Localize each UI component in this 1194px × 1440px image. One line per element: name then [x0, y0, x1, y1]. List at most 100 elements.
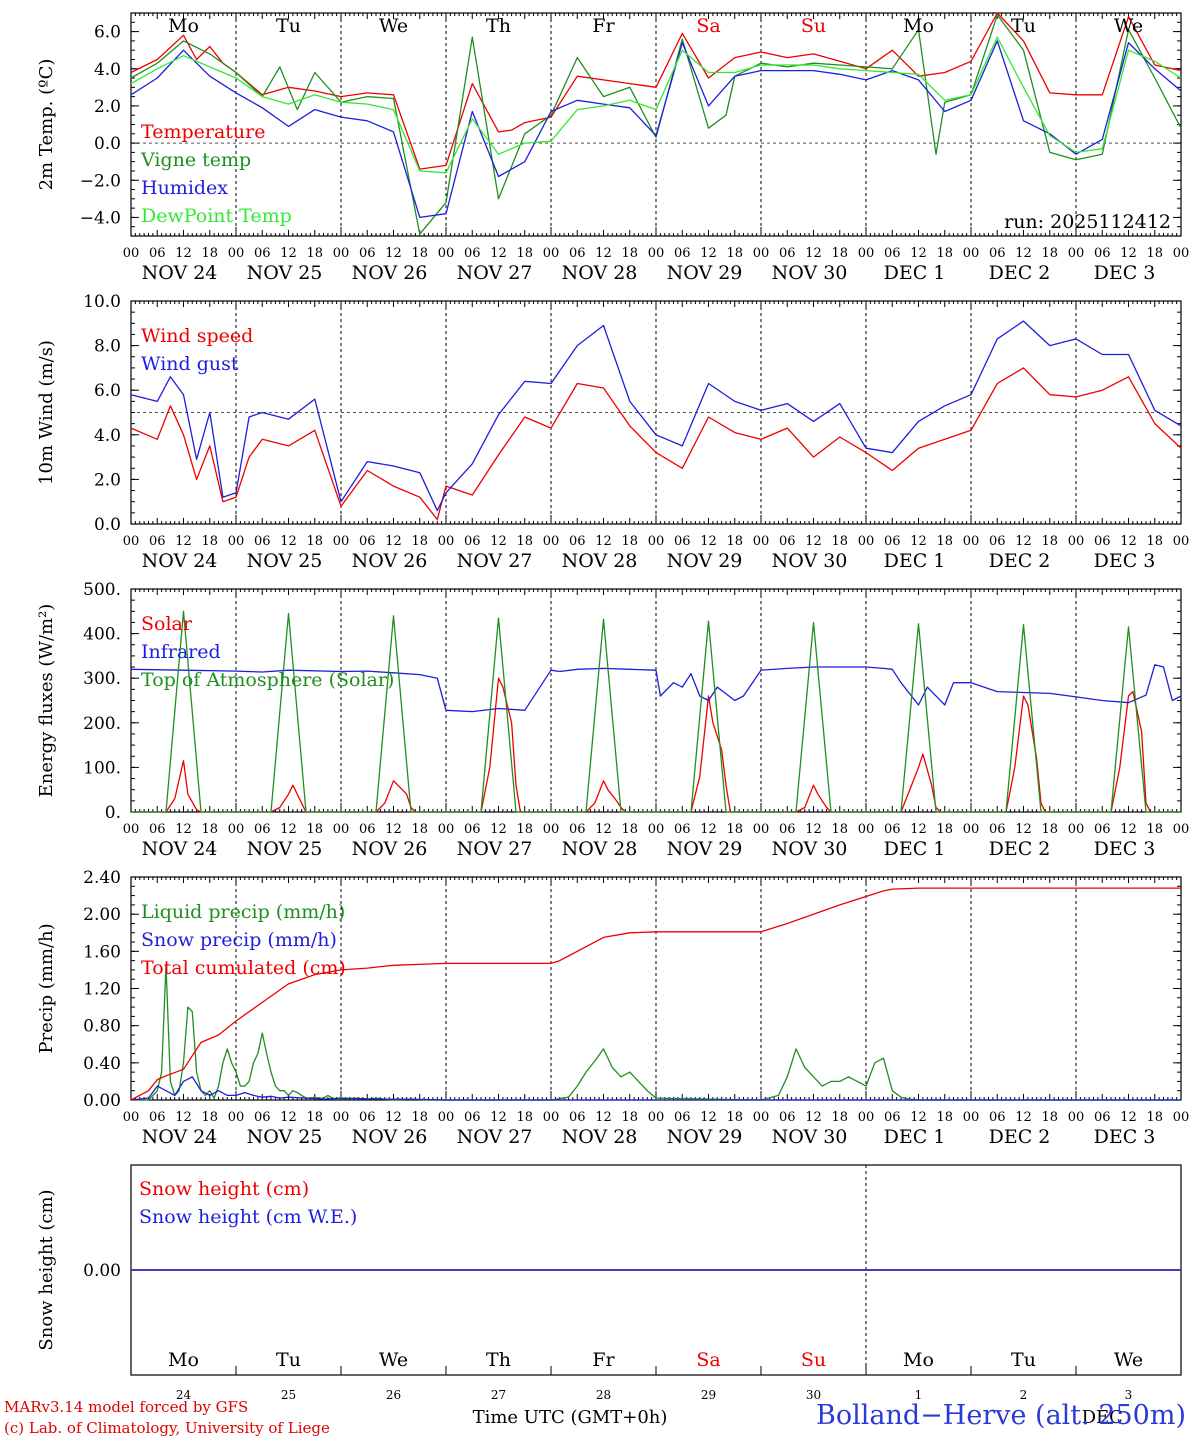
- hour-label: 00: [123, 822, 140, 837]
- date-label: NOV 28: [562, 838, 638, 860]
- legend-entry: Solar: [141, 613, 193, 635]
- day-number: 3: [1125, 1388, 1133, 1402]
- hour-label: 00: [543, 246, 560, 261]
- y-tick-label: 8.0: [94, 337, 121, 357]
- hour-label: 06: [1094, 534, 1111, 549]
- legend-entry: Wind gust: [141, 353, 239, 375]
- date-label: NOV 29: [667, 838, 743, 860]
- hour-label: 18: [936, 822, 953, 837]
- hour-label: 06: [254, 822, 271, 837]
- hour-label: 00: [858, 822, 875, 837]
- series-line-wind-speed: [130, 367, 1182, 521]
- hour-label: 18: [1146, 534, 1163, 549]
- date-label: NOV 30: [772, 262, 848, 284]
- series-line-liquid-precip-mm-h: [131, 964, 1181, 1101]
- date-label: NOV 30: [772, 1126, 848, 1148]
- y-tick-label: 0.80: [83, 1017, 121, 1037]
- hour-label: 06: [464, 534, 481, 549]
- weekday-label: Mo: [903, 15, 934, 37]
- hour-label: 00: [648, 246, 665, 261]
- hour-label: 00: [228, 1110, 245, 1125]
- date-label: NOV 26: [352, 838, 428, 860]
- hour-label: 12: [805, 822, 822, 837]
- y-tick-label: 0.00: [83, 1261, 121, 1281]
- hour-label: 12: [805, 1110, 822, 1125]
- hour-label: 18: [1146, 1110, 1163, 1125]
- hour-label: 06: [779, 1110, 796, 1125]
- date-label: DEC 1: [884, 262, 946, 284]
- date-label: NOV 26: [352, 550, 428, 572]
- legend-entry: Temperature: [141, 121, 265, 143]
- weekday-label: Tu: [1011, 15, 1036, 37]
- legend-entry: Top of Atmosphere (Solar): [141, 669, 394, 691]
- date-label: NOV 25: [247, 838, 323, 860]
- y-tick-label: 0.00: [83, 1091, 121, 1111]
- hour-label: 12: [1015, 534, 1032, 549]
- day-number: 27: [491, 1388, 506, 1402]
- weekday-label: Mo: [168, 15, 199, 37]
- hour-label: 00: [753, 246, 770, 261]
- date-label: NOV 27: [457, 262, 533, 284]
- hour-label: 18: [936, 1110, 953, 1125]
- hour-label: 06: [149, 822, 166, 837]
- hour-label: 18: [516, 1110, 533, 1125]
- hour-label: 18: [201, 246, 218, 261]
- day-number: 26: [386, 1388, 401, 1402]
- hour-label: 18: [201, 822, 218, 837]
- hour-label: 18: [1041, 1110, 1058, 1125]
- hour-label: 18: [411, 1110, 428, 1125]
- y-axis-title: 10m Wind (m/s): [36, 340, 57, 485]
- hour-label: 00: [333, 246, 350, 261]
- panel-wind: [130, 300, 1182, 525]
- hour-label: 00: [228, 822, 245, 837]
- hour-label: 06: [674, 1110, 691, 1125]
- hour-label: 12: [385, 246, 402, 261]
- hour-label: 12: [280, 246, 297, 261]
- date-label: DEC 3: [1094, 550, 1156, 572]
- panel-temperature: [130, 12, 1182, 237]
- hour-label: 00: [1068, 1110, 1085, 1125]
- weekday-label: Fr: [592, 15, 615, 37]
- hour-label: 06: [569, 534, 586, 549]
- series-line-temperature: [130, 12, 1182, 170]
- hour-label: 18: [516, 246, 533, 261]
- hour-label: 00: [438, 822, 455, 837]
- date-label: DEC 2: [989, 1126, 1051, 1148]
- date-label: DEC 1: [884, 1126, 946, 1148]
- hour-label: 06: [1094, 822, 1111, 837]
- legend-entry: Infrared: [141, 641, 221, 663]
- y-tick-label: −2.0: [80, 171, 121, 191]
- hour-label: 06: [569, 1110, 586, 1125]
- y-axis-title: Energy fluxes (W/m²): [36, 604, 57, 798]
- hour-label: 00: [333, 1110, 350, 1125]
- hour-label: 12: [595, 822, 612, 837]
- legend-entry: Humidex: [141, 177, 228, 199]
- weekday-label: Tu: [276, 1349, 301, 1371]
- hour-label: 18: [621, 534, 638, 549]
- hour-label: 12: [490, 1110, 507, 1125]
- hour-label: 00: [1173, 1110, 1190, 1125]
- hour-label: 18: [201, 534, 218, 549]
- hour-label: 06: [884, 246, 901, 261]
- hour-label: 18: [726, 1110, 743, 1125]
- date-label: DEC 3: [1094, 838, 1156, 860]
- y-tick-label: 4.0: [94, 60, 121, 80]
- hour-label: 12: [910, 534, 927, 549]
- hour-label: 12: [490, 534, 507, 549]
- hour-label: 00: [333, 822, 350, 837]
- hour-label: 12: [700, 1110, 717, 1125]
- hour-label: 00: [438, 1110, 455, 1125]
- hour-label: 18: [831, 534, 848, 549]
- hour-label: 06: [884, 822, 901, 837]
- hour-label: 06: [359, 246, 376, 261]
- y-tick-label: 2.00: [83, 905, 121, 925]
- hour-label: 00: [333, 534, 350, 549]
- hour-label: 12: [175, 1110, 192, 1125]
- model-credit: MARv3.14 model forced by GFS: [4, 1398, 249, 1416]
- hour-label: 00: [858, 1110, 875, 1125]
- date-label: DEC 2: [989, 550, 1051, 572]
- hour-label: 12: [910, 822, 927, 837]
- hour-label: 12: [910, 1110, 927, 1125]
- date-label: DEC 1: [884, 550, 946, 572]
- y-tick-label: 4.0: [94, 426, 121, 446]
